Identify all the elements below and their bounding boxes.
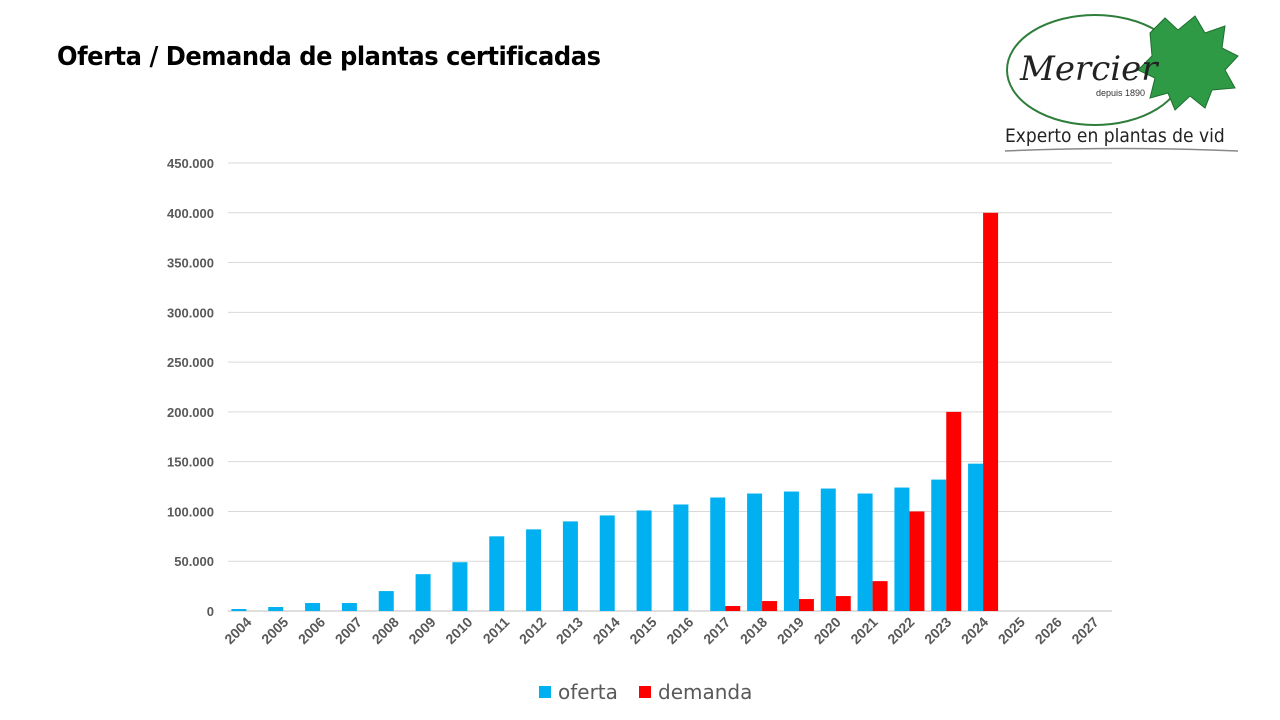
- y-tick-label: 200.000: [167, 405, 214, 420]
- x-tick-label: 2008: [369, 614, 402, 647]
- x-tick-label: 2024: [958, 614, 991, 647]
- y-tick-label: 0: [207, 604, 214, 619]
- x-tick-label: 2014: [590, 614, 623, 647]
- x-tick-label: 2017: [700, 614, 733, 647]
- x-tick-label: 2026: [1032, 614, 1065, 647]
- x-tick-label: 2015: [626, 614, 659, 647]
- x-tick-label: 2005: [258, 614, 291, 647]
- bar-demanda-2022: [909, 511, 925, 611]
- bar-demanda-2019: [798, 599, 814, 611]
- x-tick-label: 2006: [295, 614, 328, 647]
- bar-oferta-2009: [415, 574, 431, 611]
- logo-tagline: Experto en plantas de vid: [1005, 125, 1225, 147]
- mercier-logo: Mercier depuis 1890: [1000, 8, 1245, 158]
- logo-brand-text: Mercier: [1019, 49, 1159, 89]
- logo-graphic: Mercier depuis 1890: [1004, 14, 1239, 152]
- x-tick-label: 2009: [405, 614, 438, 647]
- bar-demanda-2024: [983, 212, 999, 611]
- bar-oferta-2011: [489, 536, 505, 611]
- bar-oferta-2017: [710, 497, 726, 611]
- x-tick-label: 2025: [995, 614, 1028, 647]
- x-tick-label: 2007: [332, 614, 365, 647]
- legend-label-oferta: oferta: [558, 680, 618, 704]
- bar-oferta-2007: [341, 603, 357, 611]
- bar-oferta-2008: [378, 591, 394, 611]
- y-tick-label: 250.000: [167, 355, 214, 370]
- bar-oferta-2024: [968, 463, 984, 611]
- x-tick-label: 2016: [663, 614, 696, 647]
- bar-oferta-2023: [931, 479, 947, 611]
- x-tick-label: 2011: [480, 614, 513, 647]
- legend-swatch-oferta: [539, 686, 551, 698]
- x-tick-label: 2018: [737, 614, 770, 647]
- page-title: Oferta / Demanda de plantas certificadas: [57, 42, 601, 72]
- logo-since-text: depuis 1890: [1096, 88, 1145, 98]
- y-tick-label: 400.000: [167, 206, 214, 221]
- x-tick-label: 2012: [516, 614, 549, 647]
- y-tick-label: 150.000: [167, 455, 214, 470]
- y-tick-label: 450.000: [167, 156, 214, 171]
- bar-oferta-2016: [673, 504, 689, 611]
- x-tick-label: 2022: [884, 614, 917, 647]
- y-tick-label: 50.000: [174, 554, 214, 569]
- vine-leaf-icon: [1137, 15, 1239, 111]
- x-tick-label: 2023: [921, 614, 954, 647]
- bar-oferta-2021: [857, 493, 873, 611]
- x-tick-label: 2004: [221, 614, 254, 647]
- bar-oferta-2020: [820, 488, 836, 611]
- bar-oferta-2022: [894, 487, 910, 611]
- bar-oferta-2012: [526, 529, 542, 611]
- x-tick-label: 2021: [847, 614, 880, 647]
- x-tick-label: 2027: [1068, 614, 1101, 647]
- x-tick-label: 2020: [811, 614, 844, 647]
- bar-demanda-2023: [946, 411, 962, 611]
- bar-oferta-2006: [305, 603, 321, 611]
- legend-swatch-demanda: [639, 686, 651, 698]
- y-tick-label: 300.000: [167, 305, 214, 320]
- x-tick-label: 2010: [442, 614, 475, 647]
- bar-demanda-2018: [762, 601, 778, 611]
- x-tick-label: 2019: [774, 614, 807, 647]
- x-tick-label: 2013: [553, 614, 586, 647]
- bar-oferta-2019: [783, 491, 799, 611]
- bar-oferta-2005: [268, 607, 284, 611]
- bar-oferta-2010: [452, 562, 468, 611]
- bar-oferta-2015: [636, 510, 652, 611]
- legend-label-demanda: demanda: [658, 680, 752, 704]
- bar-oferta-2014: [599, 515, 615, 611]
- bar-oferta-2018: [747, 493, 763, 611]
- bar-oferta-2004: [231, 609, 247, 611]
- y-tick-label: 350.000: [167, 256, 214, 271]
- bar-demanda-2017: [725, 606, 741, 611]
- bar-demanda-2020: [835, 596, 851, 611]
- bar-oferta-2013: [562, 521, 578, 611]
- bar-demanda-2021: [872, 581, 888, 611]
- y-tick-label: 100.000: [167, 504, 214, 519]
